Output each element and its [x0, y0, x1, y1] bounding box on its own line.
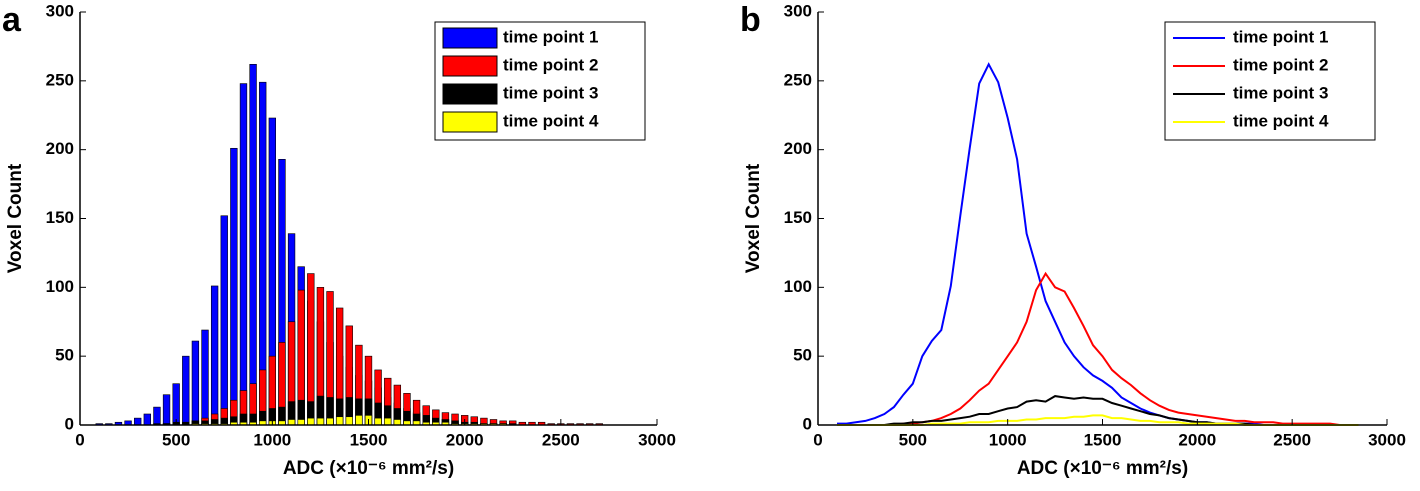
bar	[220, 215, 228, 426]
bar	[249, 64, 257, 426]
bar	[134, 417, 142, 426]
legend-label: time point 2	[1233, 55, 1328, 74]
y-tick-label: 50	[793, 346, 812, 365]
y-axis-label: Voxel Count	[5, 163, 26, 273]
bar	[345, 416, 353, 426]
x-tick-label: 500	[899, 430, 927, 449]
x-tick-label: 0	[813, 430, 822, 449]
x-axis-label: ADC (×10⁻⁶ mm²/s)	[283, 458, 454, 479]
legend-label: time point 2	[503, 55, 598, 74]
legend-swatch	[442, 27, 498, 49]
bar	[355, 415, 363, 426]
x-tick-label: 2000	[446, 430, 484, 449]
legend-label: time point 1	[1233, 27, 1328, 46]
x-tick-label: 2500	[542, 430, 580, 449]
bar	[307, 417, 315, 426]
legend-swatch	[442, 55, 498, 77]
bar	[191, 340, 200, 426]
x-tick-label: 2000	[1178, 430, 1216, 449]
legend-label: time point 3	[1233, 83, 1328, 102]
bar	[153, 406, 161, 426]
y-tick-label: 100	[46, 277, 74, 296]
bar	[201, 329, 209, 426]
line	[837, 395, 1359, 426]
bar	[230, 147, 238, 426]
y-tick-label: 150	[784, 208, 812, 227]
bar	[326, 417, 334, 426]
bar	[335, 416, 344, 426]
legend-label: time point 1	[503, 27, 598, 46]
y-tick-label: 200	[46, 139, 74, 158]
x-tick-label: 3000	[638, 430, 676, 449]
legend-swatch	[442, 111, 498, 133]
x-tick-label: 3000	[1368, 430, 1406, 449]
bar	[384, 417, 392, 426]
x-tick-label: 0	[75, 430, 84, 449]
y-tick-label: 100	[784, 277, 812, 296]
legend-swatch	[442, 83, 498, 105]
x-tick-label: 1500	[350, 430, 388, 449]
x-tick-label: 500	[162, 430, 190, 449]
y-tick-label: 150	[46, 208, 74, 227]
bar	[316, 417, 325, 426]
bar	[393, 419, 402, 426]
bar	[143, 413, 151, 426]
bar	[297, 419, 305, 426]
legend-label: time point 3	[503, 83, 598, 102]
bar	[210, 285, 219, 426]
y-tick-label: 300	[784, 1, 812, 20]
bar	[172, 383, 180, 426]
x-tick-label: 1500	[1084, 430, 1122, 449]
x-axis-label: ADC (×10⁻⁶ mm²/s)	[1017, 458, 1188, 479]
line	[837, 271, 1359, 426]
y-tick-label: 200	[784, 139, 812, 158]
x-tick-label: 1000	[253, 430, 291, 449]
y-tick-label: 0	[65, 414, 74, 433]
panel-label: b	[740, 1, 761, 39]
y-tick-label: 250	[784, 70, 812, 89]
legend-label: time point 4	[1233, 111, 1329, 130]
chart-panel: a 0 500 1000 1500 2000 2500 3000 0 50 100 150 200 250…	[2, 1, 676, 479]
bar	[287, 419, 296, 426]
y-tick-label: 300	[46, 1, 74, 20]
legend-label: time point 4	[503, 111, 599, 130]
y-tick-label: 250	[46, 70, 74, 89]
y-tick-label: 0	[803, 414, 812, 433]
bar	[182, 355, 190, 426]
bar	[162, 394, 171, 426]
chart-panel: b 0 500 1000 1500 2000 2500 3000 0 50 100 150 200 250…	[740, 1, 1406, 479]
x-tick-label: 2500	[1273, 430, 1311, 449]
x-tick-label: 1000	[989, 430, 1027, 449]
bar	[374, 417, 382, 426]
y-tick-label: 50	[55, 346, 74, 365]
y-axis-label: Voxel Count	[743, 163, 764, 273]
legend-box	[1164, 21, 1376, 141]
bar	[239, 83, 248, 426]
panel-label: a	[2, 1, 22, 39]
